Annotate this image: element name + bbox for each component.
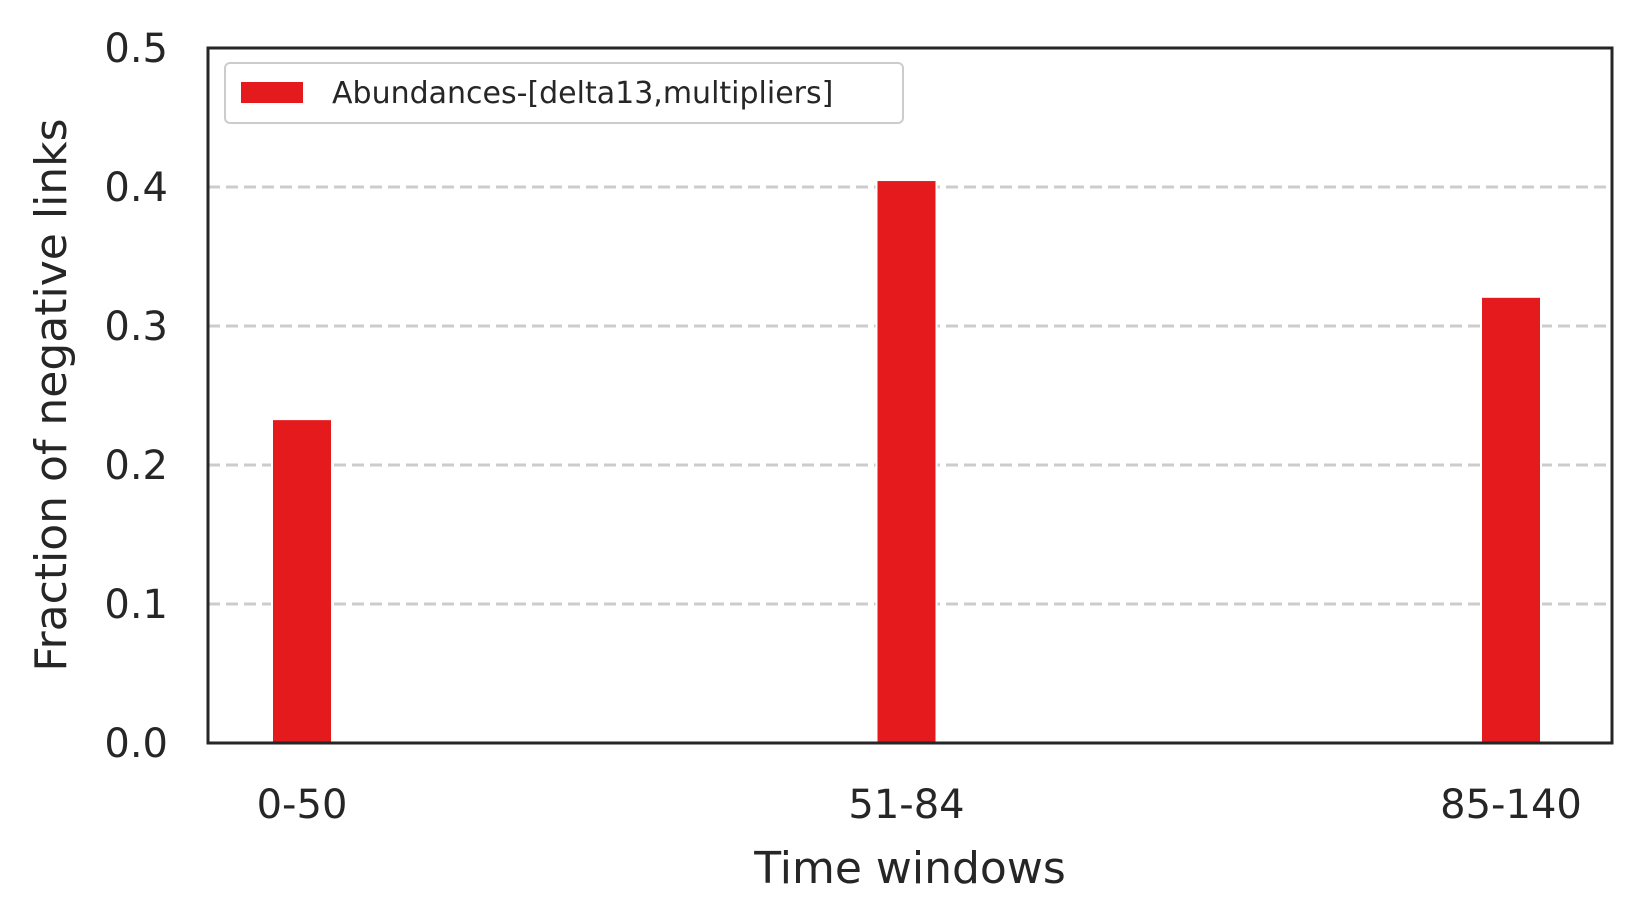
y-tick-labels: 0.0 0.1 0.2 0.3 0.4 0.5 [104,26,168,767]
x-tick-label: 0-50 [257,782,348,828]
bar [875,179,938,745]
x-tick-label: 85-140 [1440,782,1582,828]
bar [1480,295,1542,744]
x-tick-label: 51-84 [848,782,964,828]
bar [271,418,333,744]
plot-frame [206,46,1614,745]
y-axis-label: Fraction of negative links [26,118,77,671]
legend: Abundances-[delta13,multipliers] [224,62,904,124]
y-tick-label: 0.4 [104,165,168,211]
y-tick-label: 0.3 [104,304,168,350]
x-tick-labels: 0-50 51-84 85-140 [257,782,1582,828]
legend-swatch [241,82,303,103]
y-tick-label: 0.5 [104,26,168,72]
x-axis-label: Time windows [753,843,1066,894]
legend-box [224,62,904,124]
y-tick-label: 0.2 [104,443,168,489]
y-tick-label: 0.1 [104,582,168,628]
legend-label: Abundances-[delta13,multipliers] [332,76,833,111]
y-tick-label: 0.0 [104,721,168,767]
